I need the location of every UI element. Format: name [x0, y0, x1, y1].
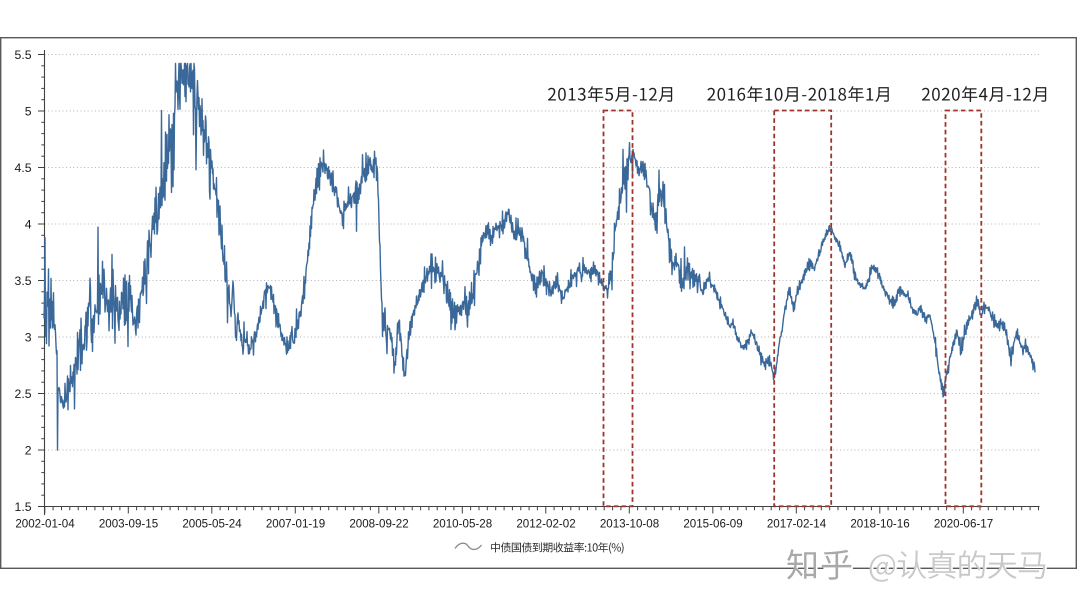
svg-text:5.5: 5.5: [15, 48, 32, 62]
svg-text:2002-01-04: 2002-01-04: [15, 518, 75, 531]
svg-text:3: 3: [25, 330, 32, 344]
svg-text:2010-05-28: 2010-05-28: [433, 518, 492, 531]
svg-text:1.5: 1.5: [15, 500, 32, 514]
svg-text:2003-09-15: 2003-09-15: [99, 518, 158, 531]
svg-text:2017-02-14: 2017-02-14: [767, 518, 827, 531]
svg-text:2015-06-09: 2015-06-09: [683, 518, 742, 531]
svg-text:2008-09-22: 2008-09-22: [349, 518, 408, 531]
svg-text:4.5: 4.5: [15, 161, 32, 175]
svg-text:2013-10-08: 2013-10-08: [600, 518, 659, 531]
svg-text:2007-01-19: 2007-01-19: [266, 518, 325, 531]
svg-text:2018-10-16: 2018-10-16: [850, 518, 909, 531]
svg-text:3.5: 3.5: [15, 274, 32, 288]
svg-text:2.5: 2.5: [15, 387, 32, 401]
svg-text:5: 5: [25, 104, 32, 118]
svg-text:2020-06-17: 2020-06-17: [934, 518, 993, 531]
svg-text:2012-02-02: 2012-02-02: [516, 518, 575, 531]
svg-text:2: 2: [25, 443, 32, 457]
svg-text:4: 4: [25, 217, 32, 231]
svg-text:2005-05-24: 2005-05-24: [182, 518, 242, 531]
